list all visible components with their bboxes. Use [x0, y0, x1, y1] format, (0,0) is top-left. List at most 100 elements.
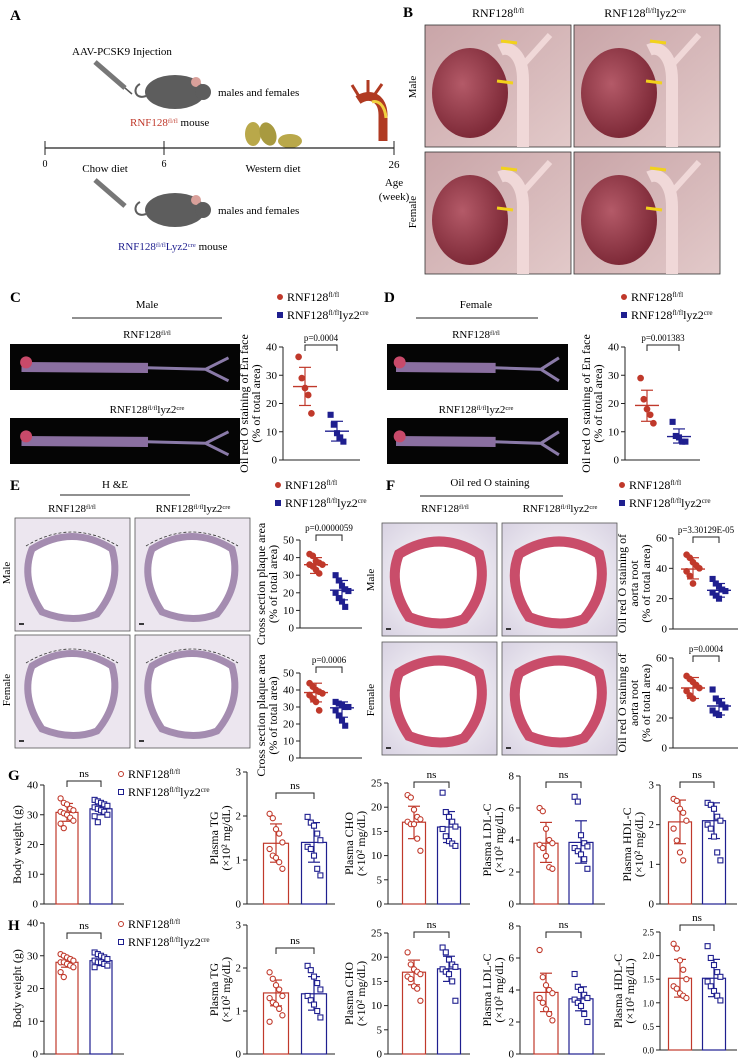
column-header-ko: RNF128fl/fllyz2cre [604, 6, 686, 20]
data-point [542, 982, 550, 989]
data-point [584, 994, 591, 1002]
significance-bracket [692, 536, 720, 543]
data-point [272, 854, 280, 861]
y-tick-label: 30 [283, 570, 295, 582]
series-ko [330, 572, 354, 610]
y-tick-label: 40 [266, 342, 278, 354]
y-tick-label: 0.5 [643, 1022, 655, 1032]
data-point [676, 805, 684, 812]
y-axis-label: Plasma TG [207, 962, 221, 1016]
data-point [57, 968, 64, 976]
data-point [686, 554, 694, 562]
data-point [269, 815, 276, 822]
panel-c-title: Male [136, 299, 159, 311]
y-tick-label: 1 [236, 1006, 242, 1018]
y-tick-label: 10 [266, 426, 278, 438]
series-wt [55, 950, 79, 1055]
column-header-ko: RNF128fl/fllyz2cre [156, 503, 231, 515]
data-point [536, 946, 543, 954]
significance-bracket [275, 947, 315, 954]
panel-label-c: C [10, 290, 21, 306]
data-point [542, 1006, 550, 1013]
data-point [314, 830, 321, 837]
column-header-wt: RNF128fl/fl [48, 503, 96, 515]
genotype-text: RNF128 [439, 404, 477, 416]
genotype-text: lyz2 [337, 496, 358, 510]
data-point [70, 957, 77, 964]
data-point [581, 840, 588, 847]
superscript: fl/fl [477, 405, 487, 412]
data-point [308, 410, 315, 417]
y-tick-label: 20 [656, 593, 668, 605]
data-point [304, 813, 311, 820]
data-point [337, 434, 344, 441]
data-point [314, 979, 321, 987]
mouse-genotype-wt: RNF128fl/fl mouse [130, 117, 209, 129]
data-point [335, 712, 342, 719]
y-axis-label: (% of total area) [266, 545, 280, 623]
legend-label-wt: RNF128fl/fl [128, 767, 180, 781]
significance-bracket [692, 655, 720, 662]
data-point [452, 823, 459, 830]
y-tick-label: 20 [371, 802, 383, 814]
data-point [57, 820, 64, 827]
arrow-icon [496, 206, 514, 212]
superscript: fl/fl [168, 118, 178, 125]
panel-label-h: H [8, 918, 20, 934]
significance-bracket [315, 534, 343, 541]
data-point [689, 695, 697, 702]
data-point [676, 849, 684, 856]
data-point [686, 572, 694, 580]
data-point [722, 588, 729, 595]
series-wt [681, 551, 705, 587]
y-tick-label: 40 [27, 918, 39, 930]
genotype-text: RNF128 [287, 308, 328, 322]
y-tick-label: 30 [266, 370, 278, 382]
y-tick-label: 0 [649, 899, 655, 911]
significance-label: ns [692, 769, 702, 781]
chart-g-8: 0 5 10 15 20 25 Plasma CHO(×10² mg/dL) ns [342, 769, 470, 911]
data-point [581, 1010, 588, 1018]
superscript: fl/fl [490, 330, 500, 337]
genotype-text: lyz2 [180, 935, 201, 949]
genotype-text: lyz2 [180, 785, 201, 799]
aorta-heart-photo [573, 151, 721, 275]
y-tick-label: 2 [649, 819, 655, 831]
superscript: fl/fl [169, 768, 180, 776]
data-point [330, 421, 337, 428]
arrow-icon [645, 206, 663, 212]
series-wt [304, 550, 328, 577]
significance-label: ns [290, 780, 300, 792]
genotype-text: lyz2 [157, 404, 176, 416]
arrow-icon [500, 166, 518, 172]
legend-marker-square [118, 789, 124, 795]
superscript: fl/fl [161, 330, 171, 337]
data-point [317, 872, 324, 879]
significance-label: ns [79, 768, 89, 780]
data-point [452, 842, 459, 849]
genotype-text: lyz2 [486, 404, 505, 416]
syringe-icon [93, 178, 127, 208]
data-point [536, 994, 543, 1002]
data-point [279, 992, 286, 1000]
tick-0: 0 [43, 159, 48, 170]
data-point [310, 973, 318, 980]
data-point [338, 598, 346, 605]
superscript: fl/fl [328, 291, 339, 299]
significance-label: p=3.30129E-05 [678, 525, 735, 535]
label-ko: RNF128fl/fllyz2cre [110, 404, 185, 416]
significance-label: p=0.0006 [312, 655, 347, 665]
data-point [707, 825, 714, 832]
genotype-text: RNF128 [130, 117, 168, 129]
y-tick-label: 40 [283, 685, 295, 697]
data-point [709, 686, 716, 693]
data-point [442, 833, 449, 840]
y-tick-label: 0 [509, 899, 515, 911]
data-point [714, 969, 721, 976]
data-point [410, 806, 418, 813]
data-point [272, 982, 280, 989]
data-point [266, 1018, 273, 1025]
data-point [673, 985, 680, 992]
data-point [445, 971, 453, 978]
he-stained-section-image [14, 634, 131, 749]
